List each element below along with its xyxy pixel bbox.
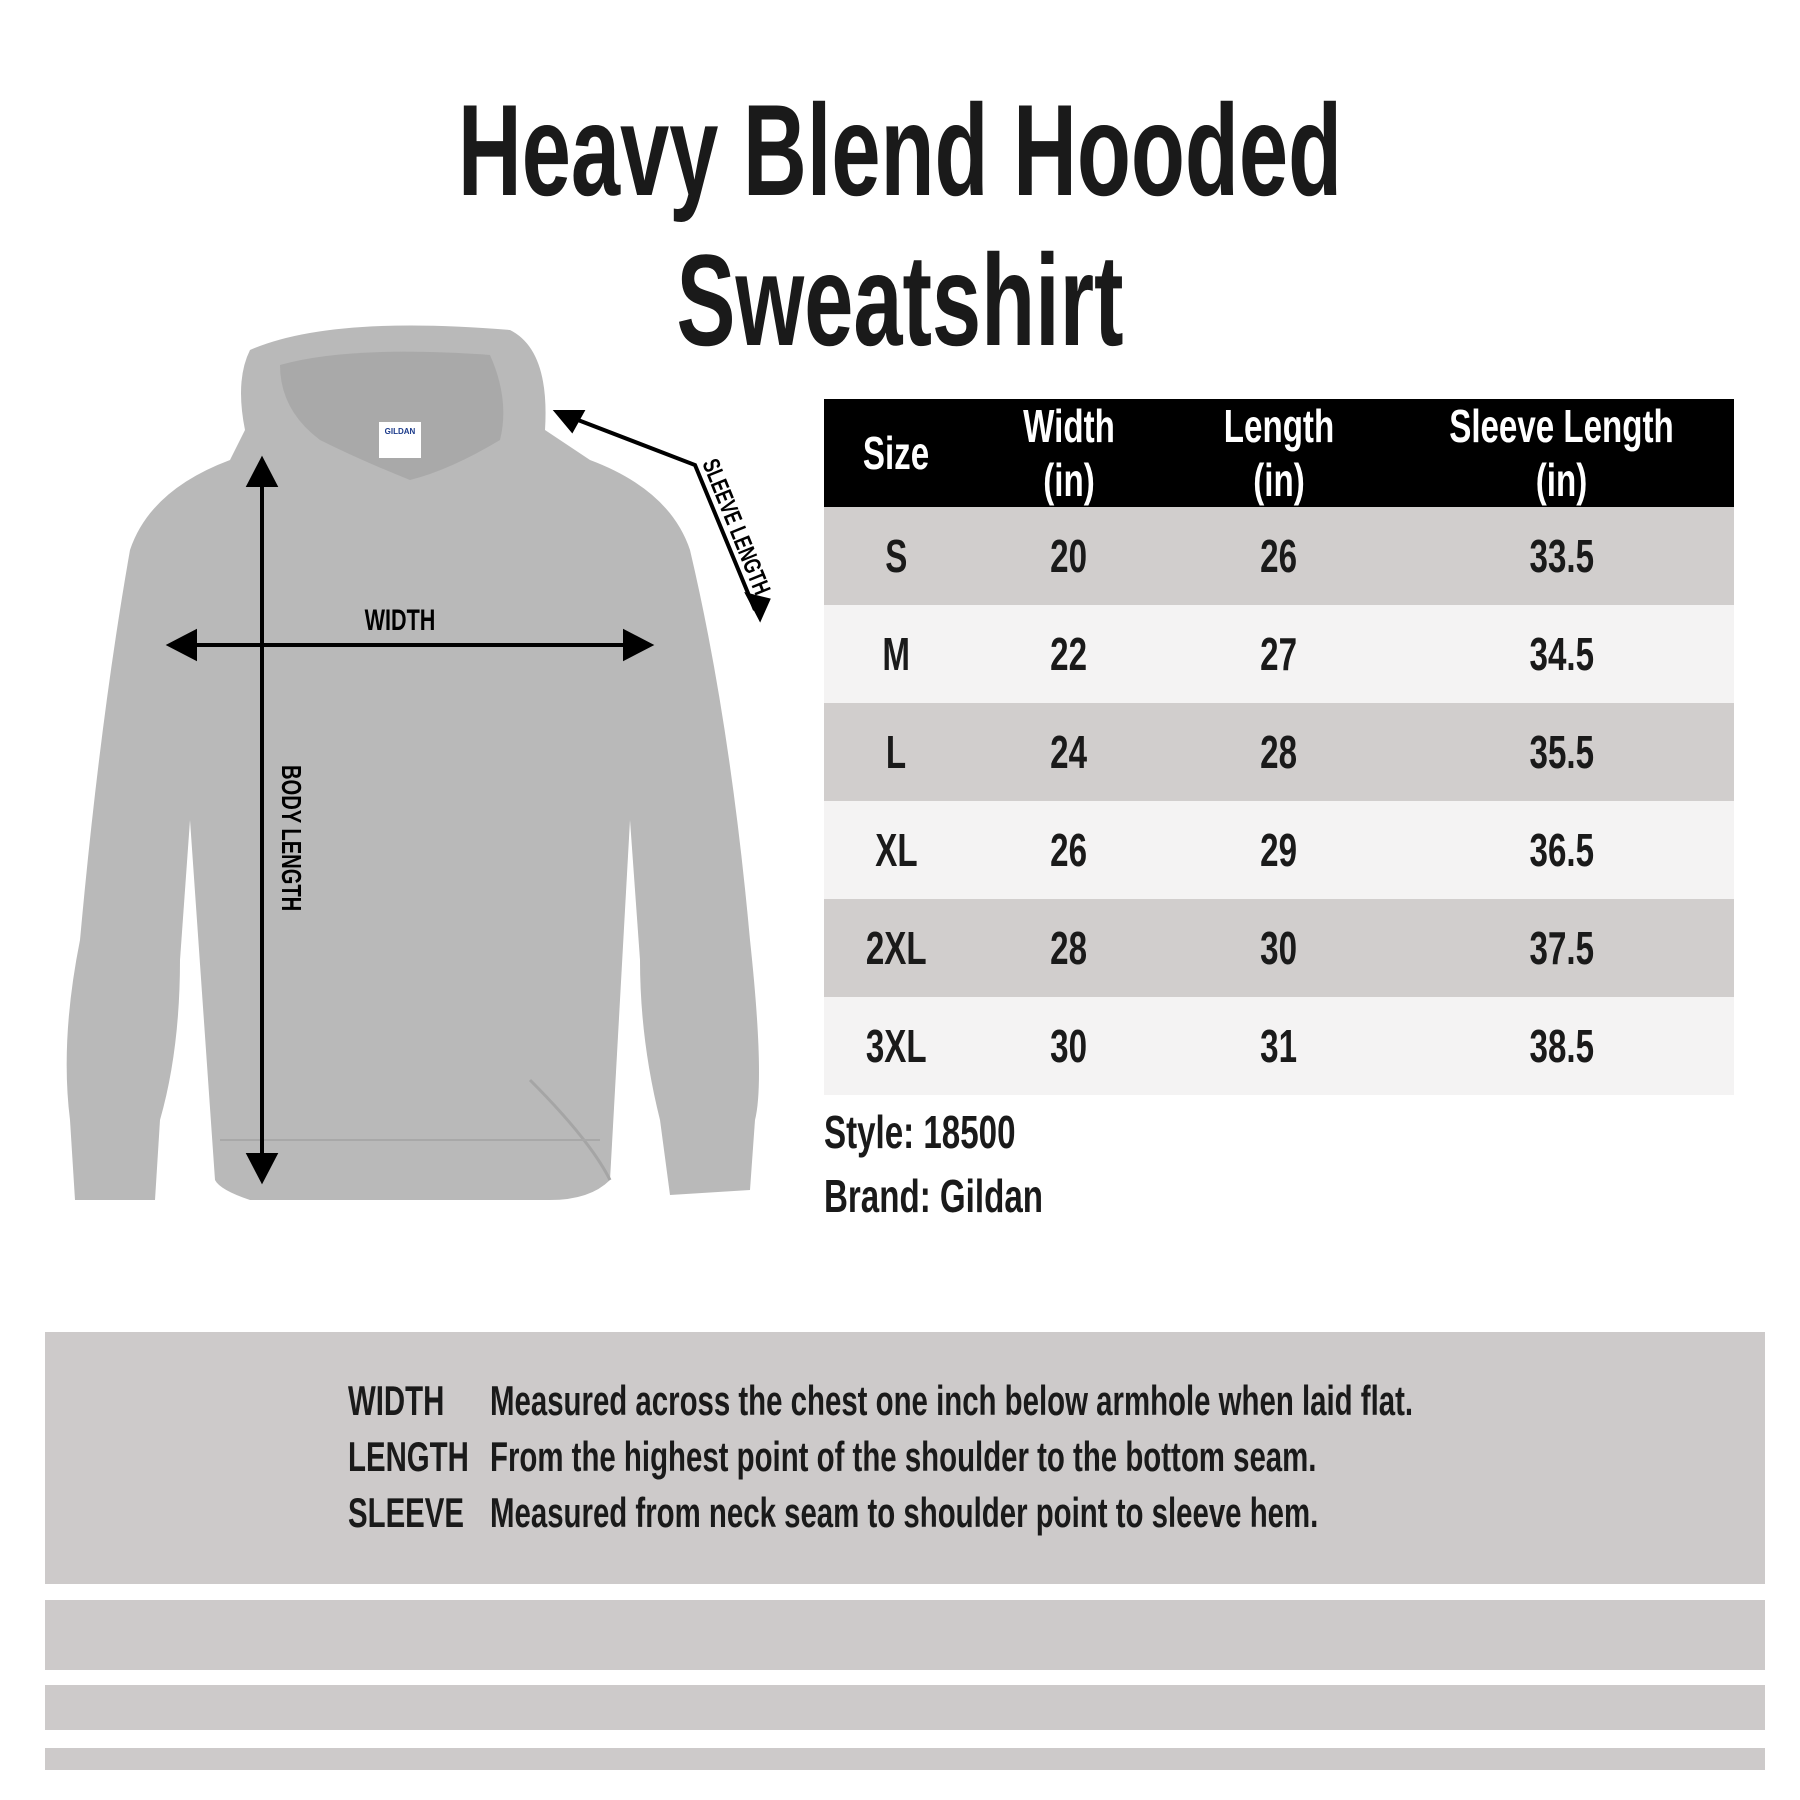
cell-width: 20 [969,507,1169,605]
body-length-label: BODY LENGTH [275,765,306,911]
cell-sleeve-length: 38.5 [1389,997,1734,1095]
cell-width: 26 [969,801,1169,899]
brand-tag: GILDAN [385,427,416,436]
sleeve-length-label: SLEEVE LENGTH [697,455,775,598]
hoodie-diagram: GILDAN WIDTH BODY LENGTH SLEEVE LENGTH [66,325,775,1200]
header-width: Width (in) [969,399,1169,507]
brand-name: Brand: Gildan [824,1170,1043,1222]
cell-length: 30 [1169,899,1389,997]
cell-size: L [824,703,969,801]
table-row: M 22 27 34.5 [824,605,1734,703]
decorative-stripe [45,1685,1765,1730]
table-row: L 24 28 35.5 [824,703,1734,801]
header-length: Length (in) [1169,399,1389,507]
measurement-definitions: WIDTH Measured across the chest one inch… [45,1332,1765,1584]
cell-width: 30 [969,997,1169,1095]
sleeve-length-arrow [564,413,757,611]
cell-length: 29 [1169,801,1389,899]
cell-sleeve-length: 36.5 [1389,801,1734,899]
cell-size: S [824,507,969,605]
table-row: XL 26 29 36.5 [824,801,1734,899]
cell-sleeve-length: 37.5 [1389,899,1734,997]
cell-length: 26 [1169,507,1389,605]
table-row: S 20 26 33.5 [824,507,1734,605]
table-header-row: Size Width (in) Length (in) Sleeve Lengt… [824,399,1734,507]
hoodie-image: GILDAN [66,325,759,1200]
width-label: WIDTH [365,602,436,636]
size-chart-table: Size Width (in) Length (in) Sleeve Lengt… [824,399,1734,1095]
table-row: 3XL 30 31 38.5 [824,997,1734,1095]
cell-length: 27 [1169,605,1389,703]
cell-length: 28 [1169,703,1389,801]
cell-width: 22 [969,605,1169,703]
cell-size: 3XL [824,997,969,1095]
table-row: 2XL 28 30 37.5 [824,899,1734,997]
decorative-stripe [45,1748,1765,1770]
product-meta: Style: 18500 Brand: Gildan [824,1100,1128,1228]
cell-width: 24 [969,703,1169,801]
header-sleeve-length: Sleeve Length (in) [1389,399,1734,507]
cell-size: XL [824,801,969,899]
cell-length: 31 [1169,997,1389,1095]
header-size: Size [824,399,969,507]
cell-width: 28 [969,899,1169,997]
decorative-stripe [45,1600,1765,1670]
cell-sleeve-length: 34.5 [1389,605,1734,703]
cell-sleeve-length: 33.5 [1389,507,1734,605]
style-number: Style: 18500 [824,1106,1016,1158]
cell-sleeve-length: 35.5 [1389,703,1734,801]
page-title: Heavy Blend Hooded Sweatshirt [457,77,1343,373]
cell-size: M [824,605,969,703]
cell-size: 2XL [824,899,969,997]
